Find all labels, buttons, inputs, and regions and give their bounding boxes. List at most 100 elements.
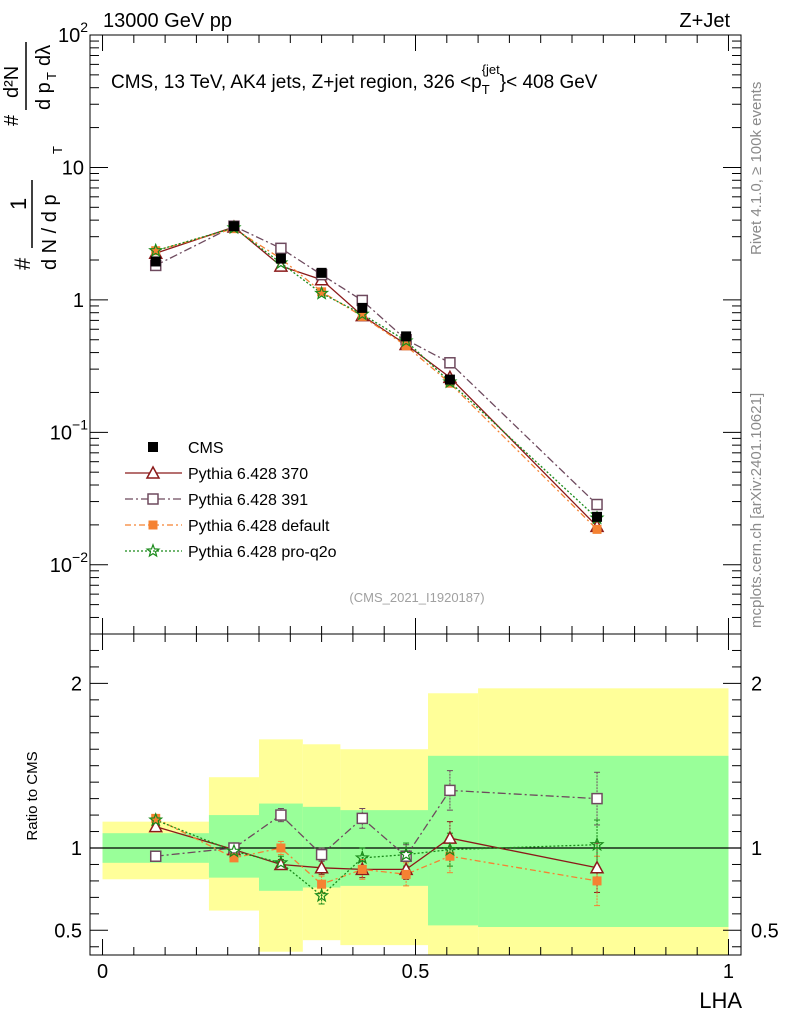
legend-marker bbox=[147, 493, 159, 505]
ratio-point-1 bbox=[444, 784, 456, 797]
series-line-3 bbox=[155, 227, 598, 519]
series-line-0 bbox=[155, 226, 598, 527]
y-tick-base: 10 bbox=[50, 422, 72, 444]
ratio-point-0 bbox=[589, 860, 605, 874]
legend: CMS Pythia 6.428 370 Pythia 6.428 391 Pythi… bbox=[125, 440, 337, 561]
header-right: Z+Jet bbox=[679, 10, 730, 32]
ratio-point-2 bbox=[401, 869, 411, 879]
ratio-point-2 bbox=[317, 879, 327, 889]
ratio-point-2 bbox=[592, 876, 602, 886]
y-tick-exp: −1 bbox=[72, 416, 88, 432]
series-line-2 bbox=[155, 227, 598, 530]
ratio-line-1 bbox=[155, 789, 598, 858]
ratio-point-3 bbox=[354, 849, 370, 865]
series-point-2 bbox=[592, 524, 602, 534]
series-point-3 bbox=[148, 242, 164, 258]
data-point bbox=[316, 267, 327, 278]
x-tick-label: 0 bbox=[97, 961, 108, 983]
ratio-ylabel: Ratio to CMS bbox=[24, 751, 41, 840]
data-point bbox=[275, 253, 286, 264]
svg-text:T: T bbox=[50, 146, 65, 154]
y-tick-label: 1 bbox=[73, 290, 84, 312]
svg-text:T: T bbox=[44, 72, 59, 80]
ratio-point-1 bbox=[275, 809, 287, 821]
data-point bbox=[228, 221, 239, 232]
ratio-point-1 bbox=[149, 850, 162, 862]
legend-label: Pythia 6.428 391 bbox=[188, 492, 308, 509]
ratio-point-2 bbox=[357, 864, 367, 874]
ratio-point-1 bbox=[400, 850, 412, 862]
legend-marker bbox=[145, 465, 161, 479]
svg-text:#: # bbox=[10, 257, 35, 270]
svg-text:d N / d p: d N / d p bbox=[39, 194, 61, 270]
ratio-point-3 bbox=[589, 836, 605, 852]
y-tick-exp: 2 bbox=[80, 19, 88, 35]
svg-text:d p: d p bbox=[33, 82, 55, 110]
svg-text:dλ: dλ bbox=[33, 45, 55, 66]
ratio-point-1 bbox=[591, 792, 603, 805]
rivet-label: Rivet 4.1.0, ≥ 100k events bbox=[748, 82, 765, 255]
data-point bbox=[150, 256, 161, 267]
y-tick-exp: −2 bbox=[72, 549, 88, 565]
data-point bbox=[592, 511, 603, 522]
ratio-y-tick-label-right: 2 bbox=[751, 673, 762, 695]
x-axis-label: LHA bbox=[699, 988, 742, 1013]
mcplots-label: mcplots.cern.ch [arXiv:2401.10621] bbox=[748, 393, 765, 628]
series-line-1 bbox=[155, 225, 598, 505]
y-tick-base: 10 bbox=[58, 25, 80, 47]
ratio-point-3 bbox=[442, 841, 458, 857]
series-point-3 bbox=[314, 285, 330, 300]
svg-text:1: 1 bbox=[6, 198, 31, 210]
ratio-y-tick-label-right: 1 bbox=[751, 838, 762, 860]
watermark: (CMS_2021_I1920187) bbox=[349, 590, 484, 605]
ratio-point-3 bbox=[314, 887, 330, 903]
ratio-panel: 0.5 0.5 1 1 2 2 0 0.5 1 bbox=[54, 633, 779, 983]
data-point bbox=[357, 302, 368, 313]
plot-title: CMS, 13 TeV, AK4 jets, Z+jet region, 326… bbox=[111, 62, 598, 97]
ratio-y-tick-label: 1 bbox=[71, 838, 82, 860]
legend-marker bbox=[148, 520, 158, 530]
main-ylabel: # 1 d N / d p T # d²N d p T dλ bbox=[1, 42, 65, 270]
ratio-line-3 bbox=[155, 819, 598, 897]
ratio-y-tick-label-right: 0.5 bbox=[751, 920, 779, 942]
ratio-point-0 bbox=[148, 819, 163, 833]
series-point-1 bbox=[591, 498, 603, 511]
y-tick-label: 10−1 bbox=[50, 416, 88, 444]
ratio-y-tick-label: 2 bbox=[71, 673, 82, 695]
legend-marker bbox=[148, 442, 158, 452]
legend-label: Pythia 6.428 pro-q2o bbox=[188, 544, 337, 561]
header-left: 13000 GeV pp bbox=[103, 10, 232, 32]
ratio-point-1 bbox=[356, 812, 369, 825]
band-green bbox=[302, 806, 341, 888]
legend-label: CMS bbox=[188, 440, 224, 457]
y-tick-label: 10 bbox=[62, 157, 84, 179]
svg-text:d²N: d²N bbox=[1, 66, 23, 98]
y-tick-label: 10−2 bbox=[50, 549, 88, 577]
ratio-point-3 bbox=[273, 854, 289, 870]
ratio-point-1 bbox=[228, 842, 240, 854]
legend-label: Pythia 6.428 default bbox=[188, 518, 330, 535]
ratio-point-2 bbox=[276, 843, 286, 853]
data-point bbox=[401, 331, 412, 342]
y-tick-base: 10 bbox=[50, 555, 72, 577]
series-point-1 bbox=[444, 357, 456, 369]
title-sup: {jet bbox=[482, 62, 500, 77]
x-tick-label: 1 bbox=[723, 961, 734, 983]
ratio-point-0 bbox=[314, 860, 329, 874]
ratio-point-3 bbox=[398, 846, 414, 861]
x-tick-label: 0.5 bbox=[402, 961, 430, 983]
ratio-y-tick-label: 0.5 bbox=[54, 920, 82, 942]
svg-text:#: # bbox=[1, 114, 23, 126]
ratio-point-3 bbox=[148, 812, 164, 827]
legend-label: Pythia 6.428 370 bbox=[188, 466, 308, 483]
ratio-line-0 bbox=[155, 825, 598, 871]
ratio-point-1 bbox=[315, 848, 328, 861]
title-sub: T bbox=[482, 82, 490, 97]
legend-marker bbox=[145, 543, 161, 558]
y-tick-label: 102 bbox=[58, 19, 88, 47]
data-point bbox=[444, 374, 455, 385]
series-point-1 bbox=[275, 242, 287, 255]
band-green bbox=[478, 755, 729, 928]
